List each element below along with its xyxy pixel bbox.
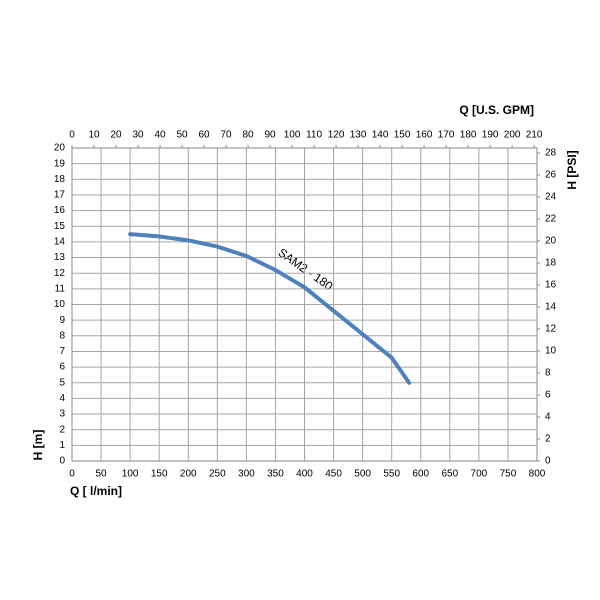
x2-tick-label: 10 — [88, 130, 100, 141]
y-tick-label: 19 — [54, 158, 66, 169]
x-axis-title: Q [ l/min] — [70, 484, 122, 498]
y-tick-label: 8 — [59, 330, 65, 341]
x-tick-label: 350 — [267, 469, 284, 480]
y-tick-label: 20 — [54, 143, 66, 154]
y-tick-label: 4 — [59, 393, 65, 404]
x-tick-label: 600 — [412, 469, 429, 480]
x-tick-label: 750 — [500, 469, 517, 480]
y-tick-label: 2 — [59, 424, 65, 435]
y-tick-label: 13 — [54, 252, 66, 263]
x2-tick-label: 160 — [416, 130, 433, 141]
x2-tick-label: 150 — [394, 130, 411, 141]
x2-tick-label: 40 — [154, 130, 166, 141]
x2-tick-label: 130 — [350, 130, 367, 141]
x2-tick-label: 0 — [69, 130, 75, 141]
y-tick-label: 0 — [59, 456, 65, 467]
y-tick-label: 7 — [59, 346, 65, 357]
y2-axis-title: H [PSI] — [565, 150, 579, 189]
x2-tick-label: 20 — [110, 130, 122, 141]
y2-tick-label: 26 — [545, 170, 557, 181]
y-tick-label: 9 — [59, 315, 65, 326]
x2-tick-label: 110 — [306, 130, 322, 141]
x2-tick-label: 180 — [460, 130, 477, 141]
y-tick-label: 16 — [54, 205, 66, 216]
x2-tick-label: 30 — [132, 130, 144, 141]
x-tick-label: 550 — [383, 469, 400, 480]
y-tick-label: 5 — [59, 377, 65, 388]
y2-tick-label: 16 — [545, 280, 557, 291]
x-tick-label: 500 — [354, 469, 371, 480]
x-tick-label: 250 — [209, 469, 226, 480]
y2-tick-label: 28 — [545, 148, 557, 159]
x-tick-label: 0 — [69, 469, 75, 480]
y2-tick-label: 10 — [545, 346, 557, 357]
y-tick-label: 15 — [54, 221, 66, 232]
x-tick-label: 400 — [296, 469, 313, 480]
x2-axis-title: Q [U.S. GPM] — [459, 103, 534, 117]
y-tick-label: 1 — [59, 440, 65, 451]
x2-tick-label: 170 — [438, 130, 455, 141]
y-tick-label: 10 — [54, 299, 66, 310]
y2-tick-label: 18 — [545, 258, 557, 269]
y2-tick-label: 0 — [545, 456, 551, 467]
curve — [128, 232, 412, 385]
y2-tick-label: 6 — [545, 390, 551, 401]
x2-tick-label: 50 — [176, 130, 188, 141]
x2-tick-label: 210 — [526, 130, 543, 141]
x2-tick-label: 140 — [372, 130, 389, 141]
y2-tick-label: 14 — [545, 302, 557, 313]
x2-tick-label: 200 — [504, 130, 521, 141]
x-tick-label: 100 — [122, 469, 139, 480]
y2-tick-label: 20 — [545, 236, 557, 247]
x2-tick-label: 90 — [264, 130, 276, 141]
y-axis-title: H [m] — [31, 430, 45, 461]
y2-tick-label: 12 — [545, 324, 557, 335]
x-tick-label: 700 — [471, 469, 488, 480]
y2-tick-label: 2 — [545, 434, 551, 445]
x2-tick-label: 190 — [482, 130, 499, 141]
x-tick-label: 150 — [151, 469, 168, 480]
x-tick-label: 800 — [529, 469, 546, 480]
y-tick-label: 11 — [55, 283, 66, 294]
y2-tick-label: 24 — [545, 192, 557, 203]
y2-tick-label: 4 — [545, 412, 551, 423]
y-tick-label: 3 — [59, 409, 65, 420]
x2-tick-label: 100 — [284, 130, 301, 141]
plot-frame — [71, 147, 538, 462]
y-tick-label: 6 — [59, 362, 65, 373]
x-tick-label: 200 — [180, 469, 197, 480]
y2-tick-label: 22 — [545, 214, 557, 225]
x-tick-label: 50 — [96, 469, 108, 480]
y2-tick-label: 8 — [545, 368, 551, 379]
x-tick-label: 300 — [238, 469, 255, 480]
x2-tick-label: 80 — [242, 130, 254, 141]
x-tick-label: 450 — [325, 469, 342, 480]
y-tick-label: 14 — [54, 237, 66, 248]
x2-tick-label: 60 — [198, 130, 210, 141]
x-tick-label: 650 — [441, 469, 458, 480]
x2-tick-label: 120 — [328, 130, 345, 141]
y-tick-label: 18 — [54, 174, 66, 185]
x2-tick-label: 70 — [220, 130, 232, 141]
y-tick-label: 12 — [54, 268, 66, 279]
y-tick-label: 17 — [54, 190, 66, 201]
